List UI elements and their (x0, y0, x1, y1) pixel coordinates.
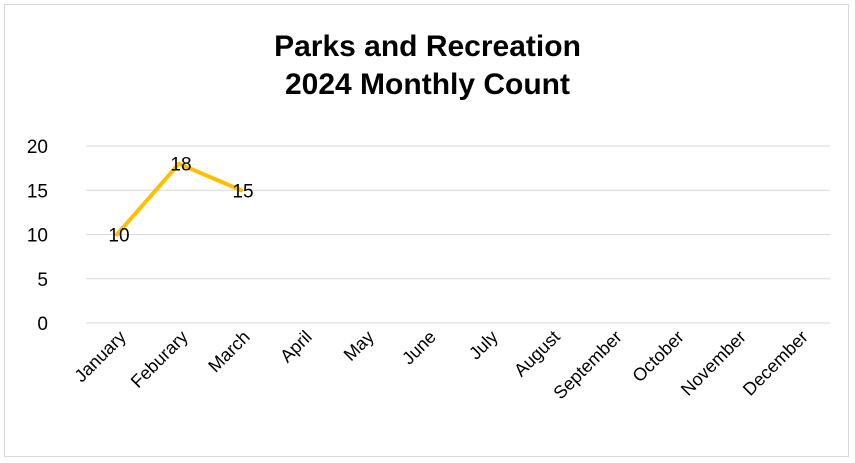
x-tick-label: July (465, 327, 502, 364)
series-layer (115, 161, 243, 237)
data-label: 10 (108, 226, 129, 247)
y-tick-label: 20 (27, 137, 48, 158)
x-tick-label: November (677, 327, 750, 400)
data-label: 15 (232, 181, 253, 202)
data-point (239, 188, 243, 193)
gridlines (86, 145, 830, 324)
data-labels: 10 18 15 (108, 155, 253, 247)
data-point (177, 161, 181, 166)
x-tick-label: October (628, 327, 687, 386)
x-tick-label: June (398, 327, 440, 369)
data-label: 18 (170, 155, 191, 176)
x-tick-label: August (510, 327, 564, 381)
x-tick-label: Feburary (127, 327, 192, 392)
chart-title: Parks and Recreation 2024 Monthly Count (0, 28, 855, 104)
chart-title-line-1: Parks and Recreation (274, 30, 581, 63)
x-tick-label: January (70, 327, 129, 386)
y-axis-ticks: 0 5 10 15 20 (27, 137, 48, 335)
y-tick-label: 15 (27, 181, 48, 202)
x-tick-label: April (276, 327, 316, 367)
chart-title-line-2: 2024 Monthly Count (284, 68, 570, 101)
chart-frame (4, 4, 849, 457)
x-tick-label: May (340, 327, 378, 365)
x-tick-label: December (739, 327, 812, 400)
y-tick-label: 10 (27, 226, 48, 247)
y-tick-label: 5 (37, 270, 48, 291)
data-point (115, 232, 119, 237)
y-tick-label: 0 (37, 314, 48, 335)
x-tick-label: March (204, 327, 254, 377)
